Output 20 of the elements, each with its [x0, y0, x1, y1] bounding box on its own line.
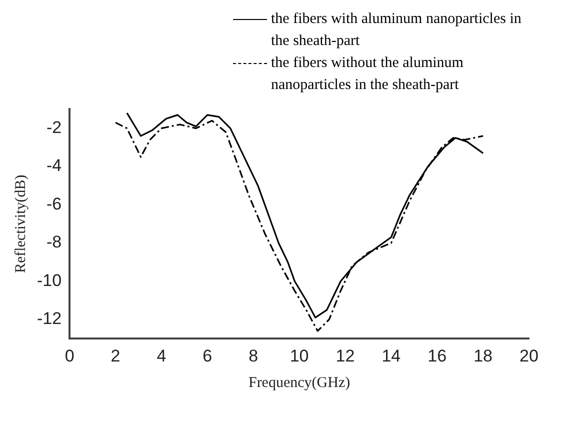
x-tick-label: 10 [290, 346, 309, 366]
y-tick-label: -12 [36, 309, 62, 328]
x-tick-label: 12 [336, 346, 355, 366]
y-axis-title: Reflectivity(dB) [12, 174, 29, 274]
x-tick-label: 14 [382, 346, 401, 366]
x-tick-label: 0 [64, 346, 74, 366]
y-tick-label: -2 [46, 118, 62, 138]
y-tick-label: -10 [36, 270, 62, 290]
x-tick-label: 16 [428, 346, 447, 366]
y-tick-label: -6 [46, 194, 62, 214]
x-tick-label: 20 [520, 346, 538, 366]
x-tick-label: 8 [248, 346, 258, 366]
y-tick-label: -4 [46, 156, 62, 176]
y-tick-label: -8 [46, 232, 62, 252]
x-tick-label: 6 [202, 346, 212, 366]
x-axis-title: Frequency(GHz) [248, 374, 350, 391]
x-tick-label: 2 [110, 346, 120, 366]
legend-label: the fibers without the aluminum nanoparticles in the sheath-part [271, 54, 464, 95]
x-tick-label: 18 [474, 346, 493, 366]
x-tick-label: 4 [156, 346, 166, 366]
